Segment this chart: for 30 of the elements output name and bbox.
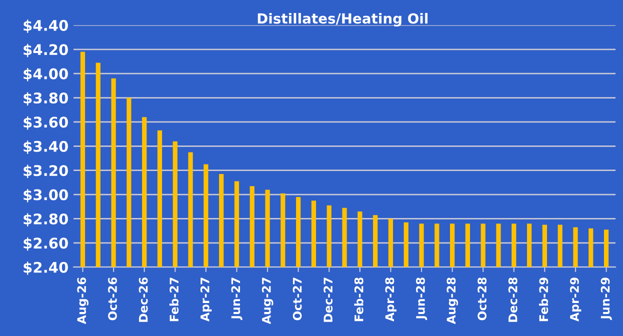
x-tick-label: Apr-27 — [200, 278, 212, 322]
x-tick-label: Jun-28 — [416, 278, 428, 320]
x-tick-label: Oct-28 — [478, 278, 487, 320]
x-tick-label: Apr-28 — [385, 278, 396, 322]
x-tick-label: Jun-29 — [600, 278, 612, 320]
x-tick-label: Feb-29 — [538, 278, 548, 322]
y-tick-label: $3.80 — [24, 92, 68, 106]
x-tick-label: Feb-27 — [169, 278, 179, 322]
x-tick-label: Aug-26 — [77, 277, 88, 324]
y-tick-label: $3.40 — [24, 140, 68, 154]
y-tick-label: $2.80 — [24, 213, 68, 226]
chart-title: Distillates/Heating Oil — [258, 12, 428, 27]
x-tick-label: Oct-27 — [292, 278, 302, 320]
y-tick-label: $3.20 — [24, 164, 68, 178]
x-tick-label: Aug-27 — [262, 278, 274, 324]
y-tick-label: $3.60 — [24, 116, 68, 130]
y-tick-label: $3.00 — [24, 189, 68, 202]
y-tick-label: $4.40 — [24, 20, 68, 33]
y-tick-label: $4.20 — [24, 44, 68, 58]
x-tick-label: Jun-27 — [231, 278, 242, 320]
y-tick-label: $2.40 — [24, 262, 68, 275]
y-tick-label: $2.60 — [24, 237, 68, 251]
x-tick-label: Dec-26 — [138, 277, 148, 322]
x-tick-label: Aug-28 — [446, 278, 458, 324]
x-tick-label: Oct-26 — [108, 277, 117, 320]
x-tick-label: Dec-28 — [508, 278, 518, 322]
x-tick-label: Apr-29 — [570, 278, 582, 322]
y-tick-label: $4.00 — [24, 68, 68, 82]
x-tick-label: Feb-28 — [354, 278, 364, 322]
x-tick-label: Dec-27 — [324, 278, 333, 322]
